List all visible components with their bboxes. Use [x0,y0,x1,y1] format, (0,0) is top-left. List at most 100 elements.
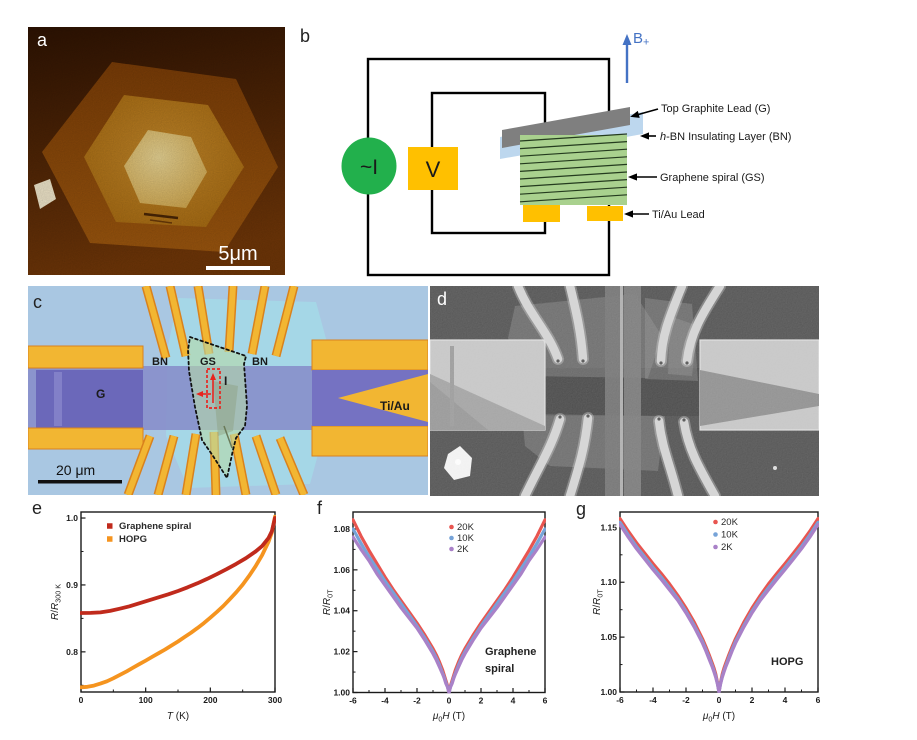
y-axis-label: R/R300 K [50,584,63,620]
spiral-hatch-line [519,133,628,142]
x-axis-label: μ0H (T) [432,711,465,724]
x-axis-label: μ0H (T) [702,711,735,724]
current-arrowhead-up [210,373,216,380]
legend-label: 10K [457,533,475,544]
tiau-pad-right [587,206,623,221]
legend-label: 20K [457,522,475,533]
gold-pad-bottom-right [311,425,428,457]
gs-flake-outline [187,335,248,481]
gold-taper [338,374,428,422]
x-tick-label: 0 [447,696,452,706]
y-tick-label: 0.8 [66,647,78,657]
y-axis-label: R/R0T [322,589,335,615]
panel-c-optical-image: BN GS BN G I Ti/Au 20 μm [28,286,428,495]
legend-label: 2K [721,542,733,553]
sem-noise [430,286,819,496]
thin-electrode [125,434,153,495]
y-tick-label: 1.10 [600,577,617,587]
x-tick-label: 6 [816,695,821,705]
y-tick-label: 1.00 [333,688,350,698]
legend-marker [449,535,454,541]
thin-electrode [183,433,199,495]
series-curve-20k [352,518,546,694]
thin-electrode [155,435,177,495]
gold-pad-top-right [311,339,428,371]
flake-inner-shade [213,381,238,436]
y-tick-label: 1.05 [600,632,617,642]
panel-f-letter: f [317,498,323,518]
x-axis-label: T (K) [167,711,189,722]
label-bn-left: BN [152,356,168,368]
in-plot-annotation: spiral [485,663,514,675]
current-arrowhead-left [196,391,203,397]
spiral-hatch-line [519,179,628,188]
legend-label: Graphene spiral [119,521,191,532]
axes-frame [352,511,546,694]
legend-marker [107,523,113,529]
label-tiau: Ti/Au [380,399,410,413]
y-tick-label: 1.04 [333,606,350,616]
spiral-hatch-line [519,156,628,165]
x-tick-label: -4 [649,695,657,705]
x-tick-label: 200 [203,695,217,705]
spiral-hatch-line [519,163,628,172]
legend-label: HOPG [119,534,147,545]
y-tick-label: 1.00 [600,687,617,697]
thin-electrode [143,286,169,359]
gold-bar-bottom-left [28,427,144,450]
x-tick-label: 0 [79,695,84,705]
spiral-hatch-line [519,171,628,180]
thin-electrode [167,286,189,357]
thin-electrode [231,433,249,495]
measurement-region-box [206,368,221,409]
scale-bar [38,480,122,484]
x-tick-label: -2 [413,696,421,706]
y-tick-label: 1.0 [66,513,78,523]
label-bn-right: BN [252,356,268,368]
panel-a-afm-image: 5μm [28,27,285,275]
panel-d-letter: d [437,289,448,309]
b-field-label: B+ [633,30,649,49]
spiral-hatch-line [519,186,628,195]
scale-bar-label: 20 μm [56,462,95,478]
legend-marker [713,544,718,550]
series-curve-graphene-spiral [80,516,276,615]
in-plot-annotation: Graphene [485,646,536,658]
scale-bar-label: 5μm [218,243,257,265]
annotation-tiau: Ti/Au Lead [652,209,705,221]
thin-electrode [226,286,236,353]
annotation-arrow-hbn-head [640,132,649,140]
x-tick-label: 2 [750,695,755,705]
graphite-gate-region [36,370,143,428]
y-tick-label: 1.15 [600,522,617,532]
legend-marker [713,532,718,537]
gate-stripe [54,372,62,426]
x-tick-label: 4 [783,695,788,705]
annotation-arrow-top-lead-head [630,110,640,118]
x-tick-label: 6 [543,696,548,706]
panel-b-circuit-schematic: ~I V B+ Top Graphite Lead (G) h-BN Insulatin… [341,30,791,277]
x-tick-label: 0 [717,695,722,705]
panel-b-letter: b [300,26,311,46]
x-tick-label: -6 [616,695,624,705]
series-curve-2k [619,523,819,693]
legend-marker [107,536,113,542]
x-tick-label: 100 [139,695,153,705]
legend-label: 10K [721,530,739,541]
legend-marker [449,524,454,530]
label-gs: GS [200,356,216,368]
tiau-pad-left [523,205,560,222]
series-curve-10k [352,527,546,694]
series-curve-hopg [80,514,276,690]
thin-electrode [277,436,307,495]
spiral-hatch-line [519,141,628,150]
panel-g-letter: g [576,499,587,519]
x-tick-label: 300 [268,695,282,705]
current-source-symbol [341,137,397,195]
x-tick-label: -6 [349,696,357,706]
current-source-label: ~I [360,156,378,179]
legend-label: 2K [457,544,469,555]
y-tick-label: 1.06 [333,565,350,575]
spiral-hatch-line [519,148,628,157]
